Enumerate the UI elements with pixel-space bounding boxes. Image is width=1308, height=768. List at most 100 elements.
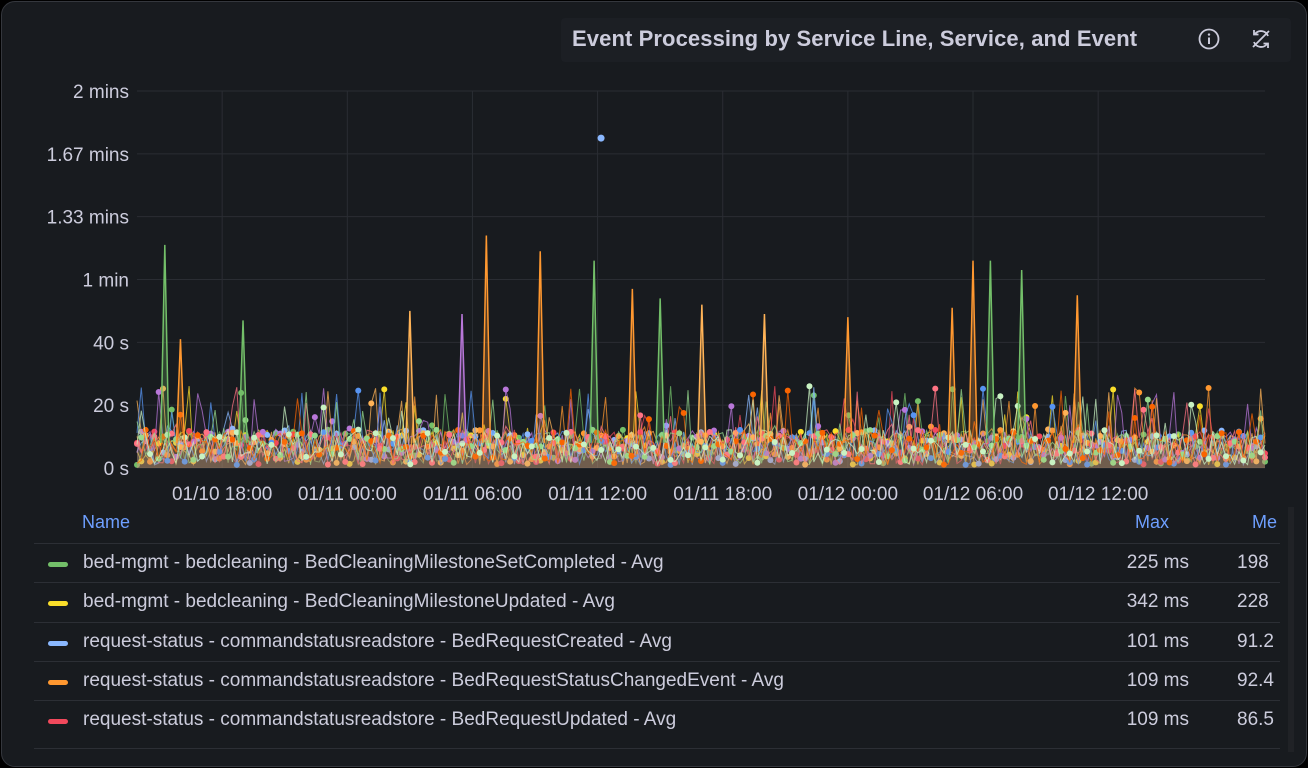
data-point <box>1235 429 1242 436</box>
data-point <box>233 461 240 468</box>
data-point <box>1040 456 1047 463</box>
series-peak <box>985 260 996 443</box>
data-point <box>841 449 848 456</box>
panel-header[interactable] <box>561 18 1291 62</box>
data-point <box>663 422 670 429</box>
data-point <box>424 430 431 437</box>
data-point <box>337 451 344 458</box>
data-point <box>997 427 1004 434</box>
data-point <box>342 458 349 465</box>
data-point <box>797 428 804 435</box>
legend-scrollbar[interactable] <box>1288 507 1294 752</box>
panel-title[interactable]: Event Processing by Service Line, Servic… <box>572 26 1138 51</box>
data-point <box>138 458 145 465</box>
data-point <box>1222 461 1229 468</box>
data-point <box>854 455 861 462</box>
legend-item[interactable]: bed-mgmt - bedcleaning - BedCleaningMile… <box>34 543 1280 583</box>
series-peak <box>655 298 665 443</box>
legend-series-name[interactable]: request-status - commandstatusreadstore … <box>83 630 672 652</box>
data-point <box>624 452 631 459</box>
data-point <box>667 456 674 463</box>
data-point <box>980 385 986 392</box>
info-icon[interactable] <box>1197 27 1221 51</box>
data-point <box>1036 433 1043 440</box>
legend-series-name[interactable]: bed-mgmt - bedcleaning - BedCleaningMile… <box>83 591 615 613</box>
data-point <box>1205 455 1212 462</box>
data-point <box>433 426 440 433</box>
series-peak <box>627 288 638 443</box>
data-point <box>767 457 774 464</box>
data-point <box>1001 453 1008 460</box>
data-point <box>1118 460 1125 467</box>
data-point <box>628 452 635 459</box>
data-point <box>893 399 900 406</box>
data-point <box>450 459 457 466</box>
legend-header-mean[interactable]: Me <box>1252 512 1278 532</box>
data-point <box>1257 449 1264 456</box>
chart-area[interactable]: 0 s 20 s 40 s 1 min 1.33 mins 1.67 mins 2 mins… <box>2 2 1306 507</box>
data-point <box>845 426 852 433</box>
legend-header-name[interactable]: Name <box>82 512 131 532</box>
data-point <box>867 427 874 434</box>
data-point <box>164 457 171 464</box>
y-tick-label: 1 min <box>83 271 129 292</box>
data-point <box>1201 451 1208 458</box>
data-point <box>914 398 921 405</box>
data-point <box>216 448 223 455</box>
data-point <box>229 429 236 436</box>
sync-off-icon[interactable] <box>1249 27 1273 51</box>
data-point <box>1084 448 1091 455</box>
legend-series-max: 109 ms <box>1126 709 1189 731</box>
data-point <box>1205 385 1212 392</box>
legend-series-name[interactable]: request-status - commandstatusreadstore … <box>83 709 677 731</box>
data-point <box>641 453 648 460</box>
data-point <box>597 134 605 142</box>
legend-header-max[interactable]: Max <box>1135 512 1170 532</box>
data-point <box>429 459 436 466</box>
legend-series-mean: 91.2 <box>1237 630 1274 652</box>
series-color-swatch <box>48 719 68 725</box>
data-point <box>1196 403 1203 410</box>
data-point <box>1262 458 1268 465</box>
data-point <box>528 443 535 450</box>
legend-item[interactable]: bed-mgmt - bedcleaning - BedCleaningMile… <box>34 582 1280 622</box>
data-point <box>1153 432 1160 439</box>
legend-series-name[interactable]: request-status - commandstatusreadstore … <box>83 669 784 691</box>
data-point <box>233 429 240 436</box>
data-point <box>277 452 284 459</box>
data-point <box>372 430 379 437</box>
data-point <box>389 435 396 442</box>
data-point <box>1032 436 1039 443</box>
data-point <box>975 460 982 467</box>
data-point <box>424 454 431 461</box>
data-point <box>507 458 514 465</box>
data-point <box>914 427 921 434</box>
data-point <box>199 453 206 460</box>
data-point <box>320 404 327 411</box>
series-line <box>136 386 1266 467</box>
data-point <box>611 460 618 467</box>
data-point <box>832 450 839 457</box>
data-point <box>962 461 969 468</box>
data-point <box>737 426 744 433</box>
data-point <box>355 426 362 433</box>
data-point <box>676 430 683 437</box>
data-point <box>1110 459 1117 466</box>
data-point <box>650 444 657 451</box>
data-point <box>1049 403 1056 410</box>
data-point <box>372 457 379 464</box>
data-point <box>1183 458 1190 465</box>
x-tick-label: 01/10 18:00 <box>172 484 272 505</box>
data-point <box>706 429 713 436</box>
data-point <box>806 383 813 390</box>
data-point <box>906 435 913 442</box>
data-point <box>528 437 535 444</box>
legend-item[interactable]: request-status - commandstatusreadstore … <box>34 660 1280 701</box>
legend-series-name[interactable]: bed-mgmt - bedcleaning - BedCleaningMile… <box>83 552 664 573</box>
legend-item[interactable]: request-status - commandstatusreadstore … <box>34 700 1280 740</box>
data-point <box>138 434 145 441</box>
data-point <box>1218 430 1225 437</box>
legend-item[interactable]: request-status - commandstatusreadstore … <box>34 621 1280 662</box>
data-point <box>359 460 366 467</box>
data-point <box>1136 389 1143 396</box>
